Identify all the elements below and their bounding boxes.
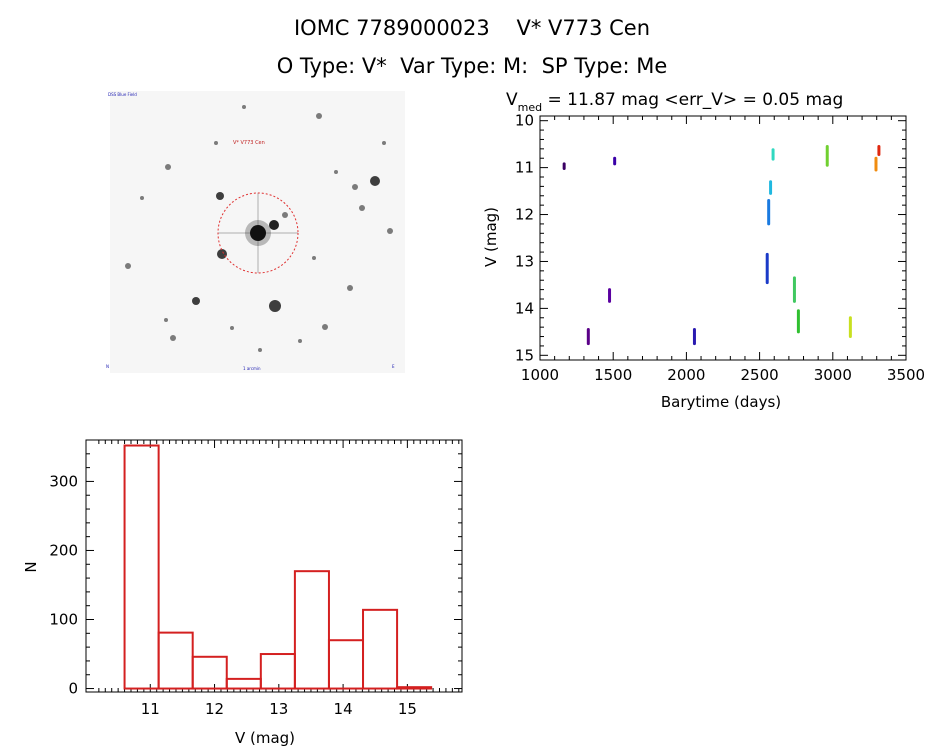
star-18 — [164, 318, 168, 322]
h-ytick-label: 200 — [49, 541, 78, 559]
histogram-y-label: N — [22, 561, 40, 572]
light-curve-chart: Vmed = 11.87 mag <err_V> = 0.05 mag 1000… — [482, 90, 925, 411]
lc-xtick-label: 3500 — [887, 366, 925, 384]
lc-ytick-label: 13 — [515, 252, 534, 270]
target-label: V* V773 Cen — [233, 140, 265, 146]
image-label-corner-right: E — [392, 364, 395, 369]
star-1 — [165, 164, 171, 170]
lc-ytick-label: 12 — [515, 206, 534, 224]
star-16 — [282, 212, 288, 218]
histogram-bar-2 — [191, 655, 228, 690]
h-xtick-label: 12 — [205, 700, 224, 718]
histogram-bar-3 — [225, 677, 262, 690]
lc-xtick-label: 1500 — [594, 366, 632, 384]
star-8 — [269, 300, 281, 312]
histogram-bar-8 — [396, 686, 433, 690]
star-7 — [347, 285, 353, 291]
light-curve-y-label: V (mag) — [482, 207, 500, 267]
image-label-corner-left: N — [106, 364, 109, 369]
h-ytick-label: 0 — [68, 680, 78, 698]
star-6 — [359, 205, 365, 211]
lc-ytick-label: 15 — [515, 346, 534, 364]
star-4 — [316, 113, 322, 119]
sky-field-image: DSS Blue Field V* V773 Cen 1 arcmin N E — [106, 91, 405, 373]
histogram-bar-0 — [123, 444, 160, 690]
target-star — [218, 193, 298, 273]
h-ytick-label: 300 — [49, 472, 78, 490]
h-xtick-label: 13 — [269, 700, 288, 718]
lc-xtick-label: 2000 — [667, 366, 705, 384]
star-field — [125, 105, 393, 352]
h-xtick-label: 11 — [141, 700, 160, 718]
histogram-bar-5 — [293, 570, 330, 690]
star-17 — [242, 105, 246, 109]
star-21 — [140, 196, 144, 200]
image-label-bottom: 1 arcmin — [243, 366, 261, 371]
light-curve-x-label: Barytime (days) — [661, 393, 781, 411]
lc-xtick-label: 2500 — [741, 366, 779, 384]
target-circle — [217, 192, 299, 274]
lc-xtick-label: 1000 — [521, 366, 559, 384]
star-10 — [125, 263, 131, 269]
magnitude-histogram: 11 12 13 14 15 0 100 200 300 V (mag) N — [22, 439, 463, 747]
light-curve-title: Vmed = 11.87 mag <err_V> = 0.05 mag — [506, 90, 843, 114]
histogram-bar-7 — [362, 608, 399, 690]
title-line-2: O Type: V* Var Type: M: SP Type: Me — [276, 54, 668, 78]
star-20 — [258, 348, 262, 352]
h-xtick-label: 14 — [334, 700, 353, 718]
star-15 — [298, 339, 302, 343]
lc-xtick-label: 3000 — [814, 366, 852, 384]
star-14 — [170, 335, 176, 341]
histogram-bar-1 — [157, 631, 194, 690]
star-22 — [382, 141, 386, 145]
title-line-1: IOMC 7789000023 V* V773 Cen — [293, 16, 651, 40]
histogram-bar-6 — [327, 639, 365, 690]
image-label-top-left: DSS Blue Field — [108, 92, 137, 97]
histogram-x-label: V (mag) — [235, 729, 295, 747]
star-9 — [192, 297, 200, 305]
star-12 — [387, 228, 393, 234]
h-ytick-label: 100 — [49, 611, 78, 629]
star-11 — [217, 249, 227, 259]
star-3 — [352, 184, 358, 190]
star-13 — [322, 324, 328, 330]
star-24 — [312, 256, 316, 260]
h-xtick-label: 15 — [398, 700, 417, 718]
histogram-frame — [85, 439, 463, 693]
star-5 — [214, 141, 218, 145]
star-2 — [370, 176, 380, 186]
star-19 — [334, 170, 338, 174]
lc-ytick-label: 14 — [515, 299, 534, 317]
lc-ytick-label: 11 — [515, 159, 534, 177]
star-0 — [216, 192, 224, 200]
lc-ytick-label: 10 — [515, 112, 534, 130]
star-23 — [230, 326, 234, 330]
histogram-bar-4 — [259, 653, 296, 690]
light-curve-frame — [539, 115, 907, 361]
